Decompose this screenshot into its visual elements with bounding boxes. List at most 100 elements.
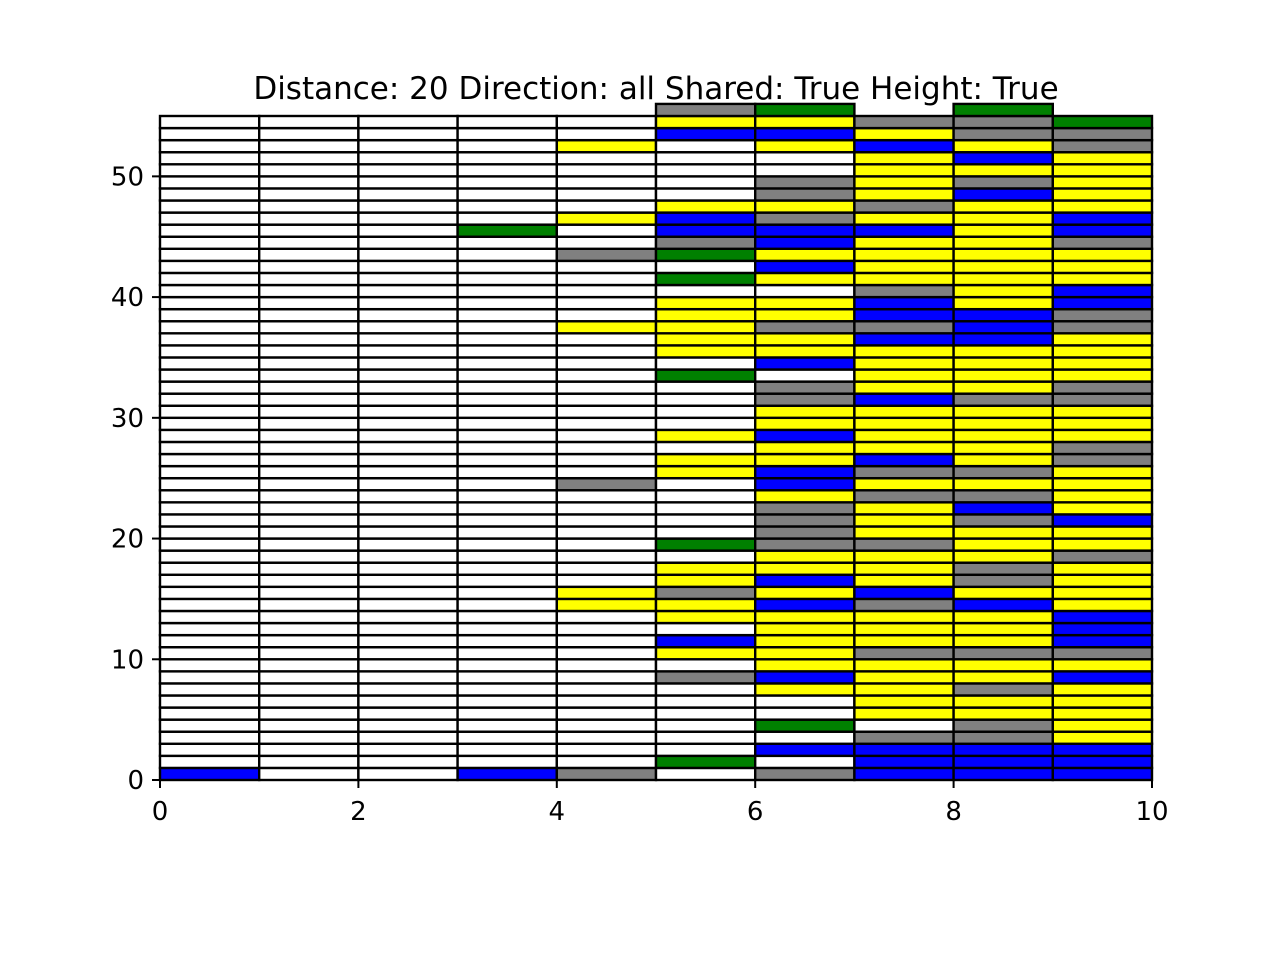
heatmap-cell <box>853 730 955 745</box>
heatmap-cell <box>1051 320 1154 335</box>
heatmap-cell <box>1051 489 1154 504</box>
heatmap-cell <box>456 320 559 335</box>
heatmap-cell <box>258 307 360 323</box>
heatmap-cell <box>654 163 757 178</box>
heatmap-cell <box>952 368 1054 383</box>
heatmap-cell <box>754 175 856 190</box>
x-tick-label: 10 <box>1135 797 1168 827</box>
heatmap-cell <box>456 175 559 190</box>
heatmap-cell <box>1051 742 1154 758</box>
heatmap-cell <box>853 754 955 770</box>
heatmap-cell <box>754 416 856 432</box>
heatmap-cell <box>456 247 559 263</box>
heatmap-cell <box>952 344 1054 359</box>
heatmap-cell <box>258 561 360 576</box>
heatmap-cell <box>158 416 261 432</box>
heatmap-cell <box>654 682 757 697</box>
heatmap-cell <box>1051 416 1154 432</box>
heatmap-cell <box>357 320 459 335</box>
heatmap-cell <box>158 332 261 347</box>
heatmap-cell <box>1051 452 1154 468</box>
heatmap-cell <box>853 416 955 432</box>
heatmap-cell <box>258 199 360 214</box>
heatmap-cell <box>456 573 559 589</box>
heatmap-cell <box>754 549 856 564</box>
heatmap-cell <box>456 307 559 323</box>
heatmap-cell <box>754 718 856 733</box>
heatmap-cell <box>456 706 559 721</box>
heatmap-cell <box>952 501 1054 516</box>
heatmap-cell <box>158 259 261 275</box>
heatmap-cell <box>158 307 261 323</box>
heatmap-cell <box>456 344 559 359</box>
heatmap-cell <box>258 549 360 564</box>
heatmap-cell <box>754 597 856 613</box>
heatmap-cell <box>754 706 856 721</box>
y-tick-label: 20 <box>111 525 144 555</box>
heatmap-cell <box>952 211 1054 226</box>
heatmap-cell <box>555 682 658 697</box>
heatmap-cell <box>357 464 459 480</box>
heatmap-cell <box>357 163 459 178</box>
heatmap-cell <box>754 537 856 552</box>
heatmap-cell <box>555 151 658 166</box>
heatmap-cell <box>754 730 856 745</box>
heatmap-cell <box>456 114 559 130</box>
heatmap-cell <box>1051 682 1154 697</box>
heatmap-cell <box>555 513 658 528</box>
heatmap-cell <box>456 476 559 492</box>
heatmap-cell <box>1051 126 1154 142</box>
heatmap-cell <box>952 163 1054 178</box>
heatmap-cell <box>654 344 757 359</box>
heatmap-cell <box>952 609 1054 625</box>
heatmap-cell <box>555 211 658 226</box>
heatmap-cell <box>258 489 360 504</box>
heatmap-cell <box>654 633 757 649</box>
heatmap-cell <box>357 549 459 564</box>
heatmap-cell <box>357 501 459 516</box>
heatmap-cell <box>952 670 1054 685</box>
heatmap-cell <box>853 344 955 359</box>
heatmap-cell <box>853 646 955 661</box>
heatmap-cell <box>357 151 459 166</box>
heatmap-cell <box>853 332 955 347</box>
heatmap-cell <box>853 597 955 613</box>
heatmap-cell <box>853 658 955 673</box>
heatmap-cell <box>158 501 261 516</box>
heatmap-cell <box>853 573 955 589</box>
x-tick-label: 4 <box>549 797 566 827</box>
heatmap-cell <box>456 259 559 275</box>
heatmap-cell <box>952 416 1054 432</box>
heatmap-cell <box>853 356 955 371</box>
heatmap-cell <box>952 404 1054 420</box>
heatmap-cell <box>754 283 856 299</box>
heatmap-cell <box>1051 368 1154 383</box>
heatmap-cell <box>754 114 856 130</box>
heatmap-cell <box>357 404 459 420</box>
cell-grid <box>158 102 1154 782</box>
heatmap-cell <box>456 392 559 407</box>
heatmap-cell <box>456 271 559 287</box>
heatmap-cell <box>754 199 856 214</box>
heatmap-cell <box>853 235 955 251</box>
heatmap-cell <box>853 476 955 492</box>
heatmap-cell <box>258 428 360 444</box>
heatmap-cell <box>158 597 261 613</box>
heatmap-cell <box>754 344 856 359</box>
heatmap-cell <box>258 151 360 166</box>
heatmap-cell <box>456 380 559 395</box>
heatmap-cell <box>1051 114 1154 130</box>
heatmap-cell <box>555 259 658 275</box>
heatmap-cell <box>555 138 658 154</box>
heatmap-cell <box>853 694 955 709</box>
heatmap-cell <box>1051 513 1154 528</box>
heatmap-cell <box>654 126 757 142</box>
heatmap-cell <box>952 271 1054 287</box>
heatmap-cell <box>158 573 261 589</box>
heatmap-cell <box>555 754 658 770</box>
heatmap-cell <box>754 187 856 202</box>
heatmap-cell <box>357 682 459 697</box>
heatmap-cell <box>555 561 658 576</box>
heatmap-cell <box>555 452 658 468</box>
heatmap-cell <box>654 609 757 625</box>
